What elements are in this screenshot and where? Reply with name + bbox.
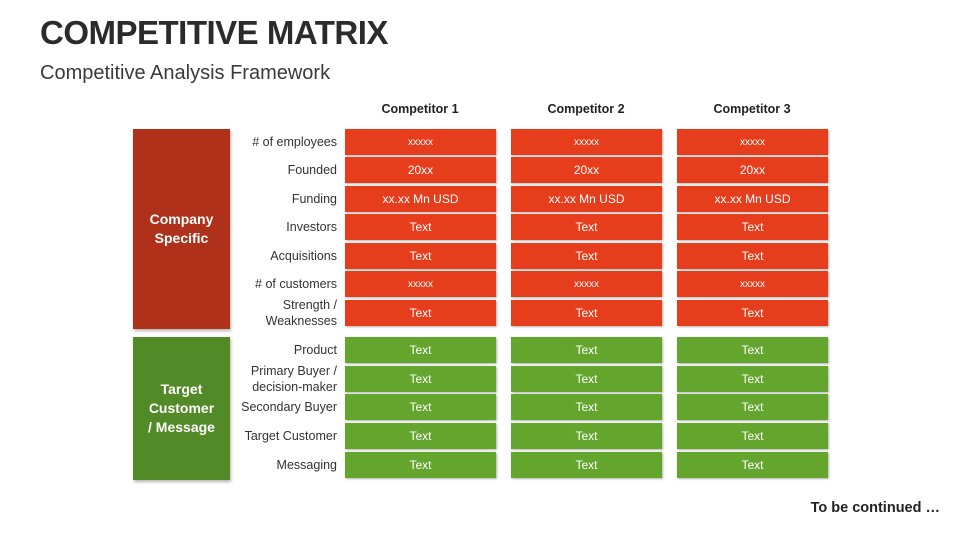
- matrix-cell: Text: [677, 337, 828, 363]
- matrix-cell: Text: [677, 394, 828, 420]
- row-label: # of employees: [252, 135, 337, 149]
- competitor-header-1: Competitor 1: [381, 102, 459, 116]
- row-label: Strength / Weaknesses: [265, 298, 337, 328]
- matrix-cell: xxxxx: [345, 271, 496, 297]
- matrix-cell: Text: [511, 366, 662, 392]
- section-company-specific: Company Specific: [133, 129, 230, 329]
- footer-note: To be continued …: [810, 500, 940, 516]
- matrix-cell: 20xx: [677, 157, 828, 183]
- matrix-cell: Text: [511, 337, 662, 363]
- matrix-cell: Text: [511, 300, 662, 326]
- matrix-cell: Text: [677, 300, 828, 326]
- row-label: Messaging: [276, 458, 337, 472]
- row-label: Acquisitions: [270, 249, 337, 263]
- matrix-cell: Text: [511, 394, 662, 420]
- matrix-cell: Text: [677, 423, 828, 449]
- page-subtitle: Competitive Analysis Framework: [40, 62, 331, 84]
- row-label: Secondary Buyer: [241, 400, 337, 414]
- matrix-cell: xxxxx: [345, 129, 496, 155]
- competitor-header-2: Competitor 2: [547, 102, 625, 116]
- competitor-header-3: Competitor 3: [713, 102, 791, 116]
- matrix-cell: Text: [345, 243, 496, 269]
- matrix-cell: 20xx: [511, 157, 662, 183]
- matrix-cell: Text: [345, 337, 496, 363]
- matrix-cell: 20xx: [345, 157, 496, 183]
- row-label: Funding: [291, 192, 337, 206]
- matrix-cell: Text: [345, 394, 496, 420]
- matrix-cell: Text: [345, 423, 496, 449]
- row-label: Primary Buyer / decision-maker: [250, 364, 337, 394]
- matrix-cell: Text: [345, 214, 496, 240]
- row-label: Target Customer: [244, 429, 337, 443]
- section-target-customer: Target Customer / Message: [133, 337, 230, 480]
- matrix-cell: xxxxx: [677, 129, 828, 155]
- matrix-cell: Text: [345, 452, 496, 478]
- matrix-cell: xxxxx: [511, 129, 662, 155]
- matrix-cell: Text: [511, 243, 662, 269]
- row-label: Founded: [287, 163, 337, 177]
- matrix-cell: Text: [345, 366, 496, 392]
- matrix-cell: Text: [511, 214, 662, 240]
- matrix-cell: Text: [345, 300, 496, 326]
- page-title: COMPETITIVE MATRIX: [40, 14, 388, 51]
- matrix-cell: Text: [511, 423, 662, 449]
- matrix-cell: Text: [677, 366, 828, 392]
- matrix-cell: xx.xx Mn USD: [511, 186, 662, 212]
- matrix-cell: Text: [677, 214, 828, 240]
- matrix-cell: xx.xx Mn USD: [345, 186, 496, 212]
- matrix-cell: Text: [511, 452, 662, 478]
- matrix-cell: Text: [677, 243, 828, 269]
- matrix-cell: xxxxx: [511, 271, 662, 297]
- row-label: Product: [293, 343, 337, 357]
- matrix-cell: Text: [677, 452, 828, 478]
- matrix-cell: xx.xx Mn USD: [677, 186, 828, 212]
- row-label: # of customers: [255, 277, 337, 291]
- row-label: Investors: [286, 220, 337, 234]
- matrix-cell: xxxxx: [677, 271, 828, 297]
